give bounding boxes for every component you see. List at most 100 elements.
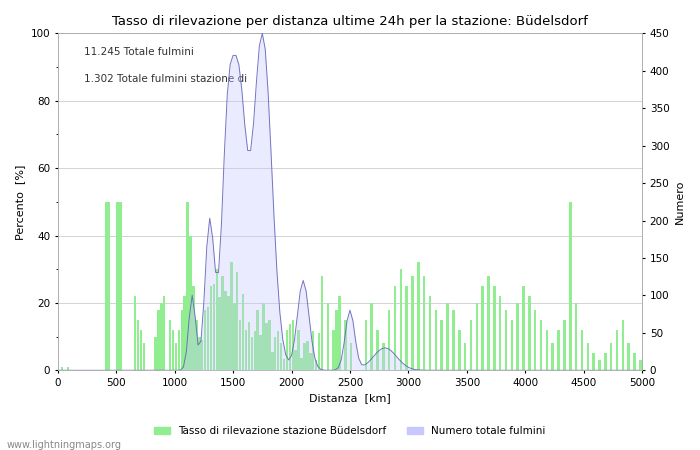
Bar xyxy=(376,330,379,370)
Bar xyxy=(499,296,501,370)
Bar xyxy=(251,337,253,370)
Bar xyxy=(639,360,642,370)
Bar xyxy=(228,296,230,370)
Bar xyxy=(487,276,490,370)
Bar xyxy=(534,310,536,370)
Bar xyxy=(338,296,341,370)
Bar xyxy=(163,296,165,370)
Bar xyxy=(143,343,145,370)
Bar xyxy=(172,330,174,370)
Bar xyxy=(517,303,519,370)
Bar xyxy=(300,359,303,370)
Bar xyxy=(262,303,265,370)
Bar xyxy=(564,320,566,370)
Bar xyxy=(306,341,309,370)
Bar xyxy=(154,337,157,370)
Bar xyxy=(230,262,232,370)
Bar xyxy=(447,303,449,370)
Title: Tasso di rilevazione per distanza ultime 24h per la stazione: Büdelsdorf: Tasso di rilevazione per distanza ultime… xyxy=(112,15,588,28)
Y-axis label: Percento  [%]: Percento [%] xyxy=(15,164,25,239)
Bar xyxy=(201,339,204,370)
Bar xyxy=(253,331,256,370)
Bar xyxy=(283,359,285,370)
Bar xyxy=(475,303,478,370)
Bar xyxy=(587,343,589,370)
Bar xyxy=(268,320,271,370)
Bar xyxy=(321,276,323,370)
Bar xyxy=(332,330,335,370)
Bar xyxy=(315,360,317,370)
Bar xyxy=(66,367,69,370)
Bar xyxy=(286,330,288,370)
Bar xyxy=(195,320,197,370)
Bar xyxy=(274,337,276,370)
Bar xyxy=(581,330,583,370)
Bar xyxy=(136,320,139,370)
Bar xyxy=(218,297,221,370)
Bar xyxy=(522,286,525,370)
Bar xyxy=(204,310,206,370)
Bar xyxy=(193,286,195,370)
Bar xyxy=(216,269,218,370)
Bar xyxy=(239,320,241,370)
Bar xyxy=(181,310,183,370)
Bar xyxy=(365,320,367,370)
Bar xyxy=(309,353,312,370)
Bar xyxy=(303,343,306,370)
Bar xyxy=(233,303,236,370)
Bar xyxy=(470,320,473,370)
Bar xyxy=(540,320,542,370)
Bar xyxy=(370,303,373,370)
Y-axis label: Numero: Numero xyxy=(675,180,685,224)
Bar xyxy=(412,276,414,370)
Text: 1.302 Totale fulmini stazione di: 1.302 Totale fulmini stazione di xyxy=(84,74,247,84)
Bar xyxy=(604,353,607,370)
Bar xyxy=(610,343,612,370)
Bar xyxy=(546,330,548,370)
Text: 11.245 Totale fulmini: 11.245 Totale fulmini xyxy=(84,47,194,57)
Bar xyxy=(256,310,259,370)
Bar xyxy=(295,350,297,370)
Bar xyxy=(260,335,262,370)
Bar xyxy=(458,330,461,370)
Text: www.lightningmaps.org: www.lightningmaps.org xyxy=(7,440,122,450)
Bar xyxy=(318,333,321,370)
Bar xyxy=(327,303,329,370)
Bar xyxy=(557,330,560,370)
Bar xyxy=(417,262,419,370)
Bar xyxy=(198,337,200,370)
Bar xyxy=(482,286,484,370)
Bar xyxy=(119,202,122,370)
Bar xyxy=(335,310,338,370)
Bar xyxy=(405,286,408,370)
Bar xyxy=(400,269,402,370)
Bar xyxy=(169,320,172,370)
Bar xyxy=(616,330,618,370)
Bar xyxy=(245,330,247,370)
Bar xyxy=(388,310,391,370)
Bar xyxy=(224,291,227,370)
Bar xyxy=(552,343,554,370)
Bar xyxy=(493,286,496,370)
Bar xyxy=(598,360,601,370)
Bar xyxy=(186,202,189,370)
Bar xyxy=(350,343,352,370)
Bar xyxy=(440,320,443,370)
Bar xyxy=(464,343,466,370)
Bar xyxy=(189,235,192,370)
Bar xyxy=(634,353,636,370)
Bar xyxy=(569,202,571,370)
Bar xyxy=(592,353,595,370)
Legend: Tasso di rilevazione stazione Büdelsdorf, Numero totale fulmini: Tasso di rilevazione stazione Büdelsdorf… xyxy=(150,422,550,440)
Bar xyxy=(423,276,426,370)
Bar xyxy=(312,331,314,370)
Bar xyxy=(575,303,577,370)
Bar xyxy=(206,307,209,370)
Bar xyxy=(452,310,455,370)
Bar xyxy=(505,310,508,370)
Bar xyxy=(435,310,437,370)
Bar xyxy=(298,330,300,370)
Bar xyxy=(288,324,291,370)
Bar xyxy=(116,202,119,370)
Bar xyxy=(175,343,177,370)
